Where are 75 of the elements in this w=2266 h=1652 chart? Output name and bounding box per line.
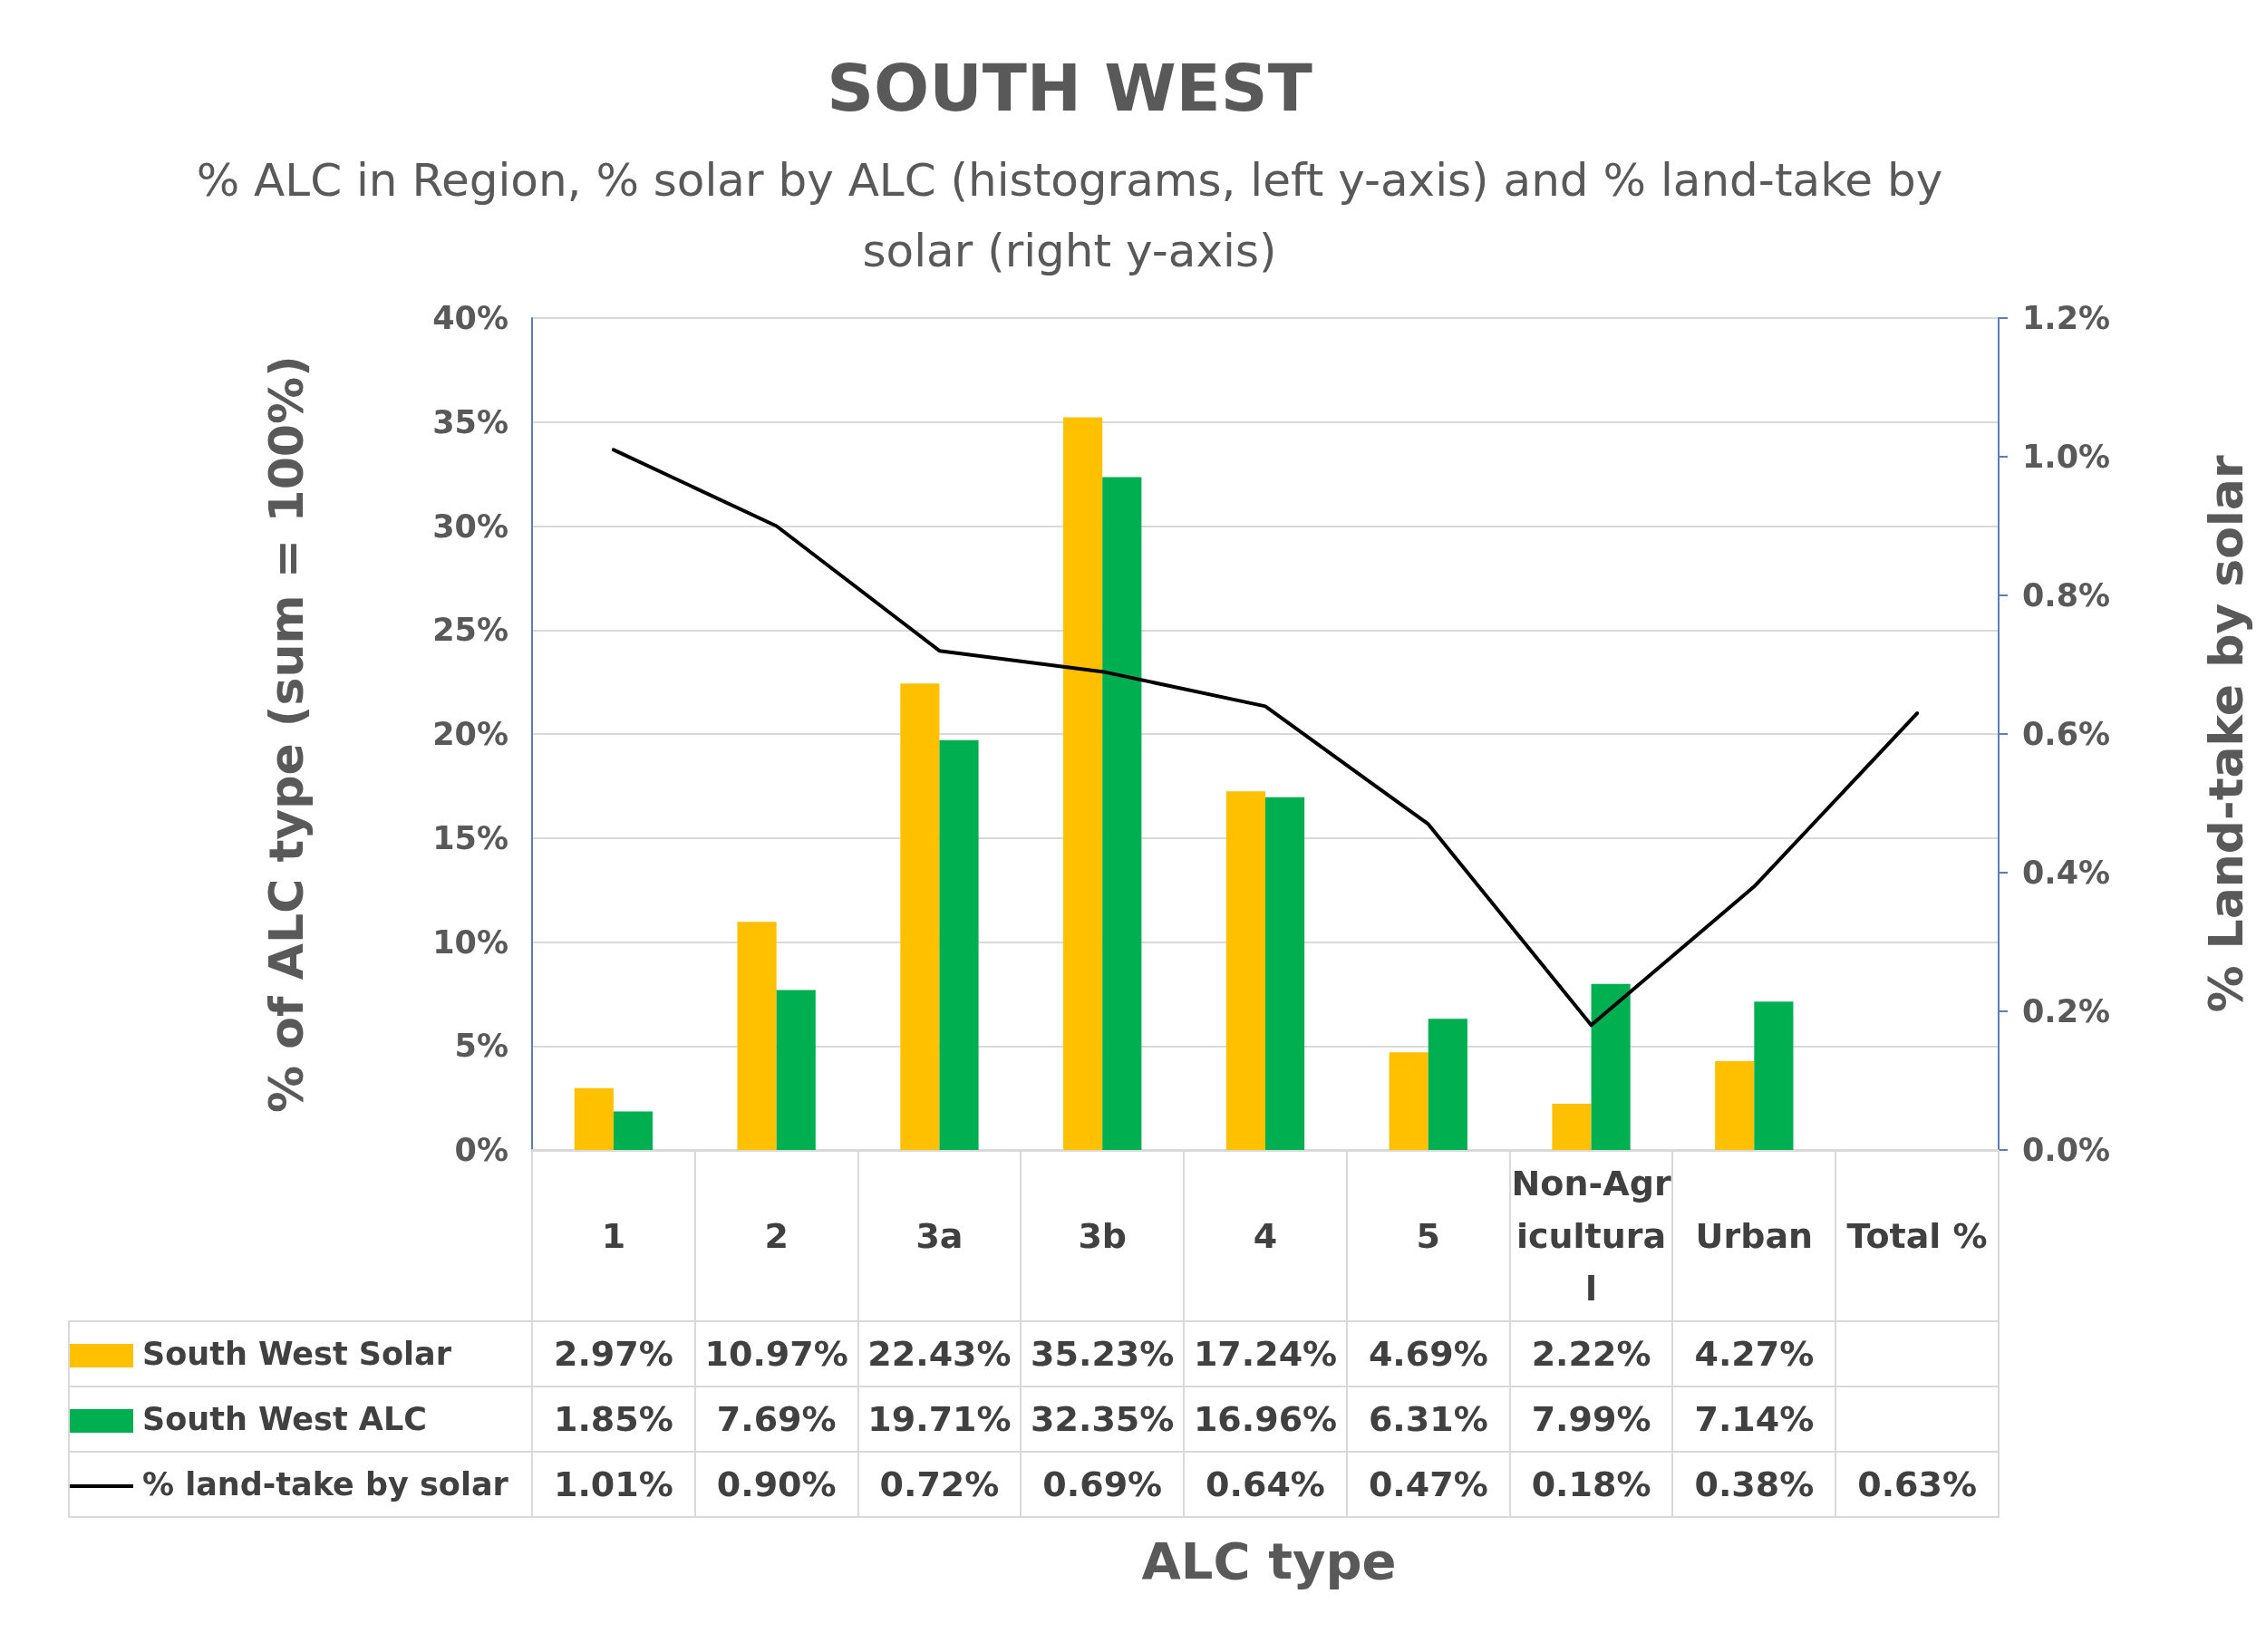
bar xyxy=(1754,1001,1794,1150)
data-label: 16.96% xyxy=(1184,1386,1347,1452)
data-label: 4.69% xyxy=(1346,1321,1510,1386)
data-label: 17.24% xyxy=(1184,1321,1347,1386)
bar xyxy=(737,922,777,1150)
bar xyxy=(613,1111,654,1150)
y2-axis-title: % Land-take by solar xyxy=(2199,455,2253,1013)
bar xyxy=(776,990,816,1150)
y-tick-label: 20% xyxy=(432,716,508,752)
data-label: 0.90% xyxy=(694,1452,858,1517)
bar xyxy=(1552,1104,1592,1150)
y2-tick-label: 1.2% xyxy=(2022,300,2111,336)
y-tick-label: 5% xyxy=(454,1028,508,1065)
data-label: 7.69% xyxy=(694,1386,858,1452)
legend-label: % land-take by solar xyxy=(142,1466,508,1502)
bar xyxy=(939,739,979,1150)
y2-tick-label: 0.8% xyxy=(2022,577,2111,613)
x-tick-label: 3b xyxy=(1021,1151,1185,1321)
bar xyxy=(1265,797,1305,1150)
data-label: 19.71% xyxy=(857,1386,1022,1452)
x-tick-label: Urban xyxy=(1672,1151,1836,1321)
data-label: 32.35% xyxy=(1021,1386,1185,1452)
legend-label: South West Solar xyxy=(142,1336,451,1372)
data-label: 10.97% xyxy=(694,1321,858,1386)
y-axis-title: % of ALC type (sum = 100%) xyxy=(259,355,314,1113)
data-label: 0.64% xyxy=(1184,1452,1347,1517)
data-label: 0.72% xyxy=(857,1452,1022,1517)
data-label: 4.27% xyxy=(1672,1321,1836,1386)
line-series xyxy=(611,448,1920,1028)
y2-tick-label: 0.4% xyxy=(2022,855,2111,891)
x-tick-label: 3a xyxy=(857,1151,1022,1321)
bar xyxy=(1225,791,1265,1150)
data-label: 7.99% xyxy=(1509,1386,1673,1452)
data-label: 6.31% xyxy=(1346,1386,1510,1452)
data-label: 0.63% xyxy=(1835,1452,2000,1517)
data-label: 0.18% xyxy=(1509,1452,1673,1517)
bar xyxy=(1715,1061,1755,1150)
y-tick-label: 30% xyxy=(432,507,508,545)
chart-subtitle: % ALC in Region, % solar by ALC (histograms, left y-axis) and % land-take by solar (right y-axis) xyxy=(195,153,1944,279)
legend-label: South West ALC xyxy=(142,1401,427,1437)
x-tick-label: 5 xyxy=(1346,1151,1510,1321)
y-tick-label: 35% xyxy=(432,403,508,440)
data-label: 0.47% xyxy=(1346,1452,1510,1517)
data-label: 35.23% xyxy=(1021,1321,1185,1386)
y2-tick-label: 1.0% xyxy=(2022,439,2111,475)
x-tick-label: 1 xyxy=(532,1151,695,1321)
data-label: 22.43% xyxy=(857,1321,1022,1386)
y-tick-label: 0% xyxy=(454,1132,508,1168)
data-label: 0.38% xyxy=(1672,1452,1836,1517)
chart-title: SOUTH WEST xyxy=(826,50,1313,126)
data-label: 1.01% xyxy=(532,1452,695,1517)
bar xyxy=(574,1087,614,1150)
x-tick-label: Non-Agricultural xyxy=(1509,1151,1673,1321)
data-label: 2.22% xyxy=(1509,1321,1673,1386)
bar xyxy=(1102,477,1142,1150)
data-label: 0.69% xyxy=(1021,1452,1185,1517)
bar xyxy=(1389,1052,1428,1150)
bar xyxy=(1591,983,1631,1150)
y-tick-label: 25% xyxy=(432,612,508,649)
bar xyxy=(900,683,940,1150)
x-axis-title: ALC type xyxy=(1140,1531,1398,1590)
data-label: 1.85% xyxy=(532,1386,695,1452)
y2-tick-label: 0.6% xyxy=(2022,716,2111,752)
y-tick-label: 10% xyxy=(432,923,508,961)
data-label: 2.97% xyxy=(532,1321,695,1386)
x-tick-label: Total % xyxy=(1835,1151,2000,1321)
bar xyxy=(1428,1019,1467,1150)
y-tick-label: 15% xyxy=(432,819,508,856)
x-tick-label: 2 xyxy=(694,1151,858,1321)
y-tick-label: 40% xyxy=(432,300,508,336)
x-tick-label: 4 xyxy=(1184,1151,1347,1321)
data-label: 7.14% xyxy=(1672,1386,1836,1452)
y2-tick-label: 0.2% xyxy=(2022,993,2111,1029)
bar xyxy=(1063,417,1103,1150)
y2-tick-label: 0.0% xyxy=(2022,1132,2111,1168)
